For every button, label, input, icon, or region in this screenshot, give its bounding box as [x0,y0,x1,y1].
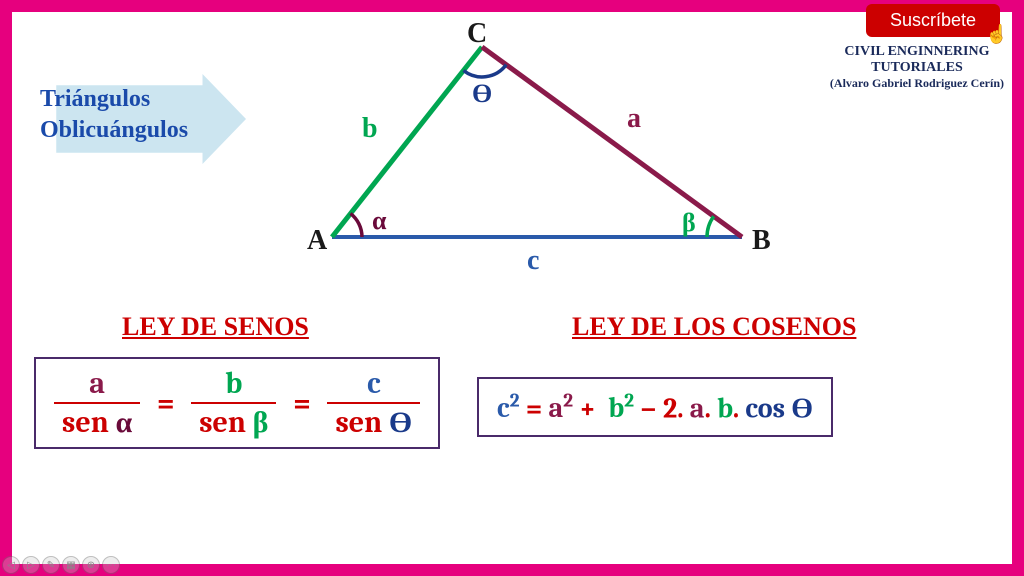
theta-cos: Ө [791,392,813,424]
nav-prev-icon[interactable]: ◁ [2,556,20,574]
b-base: b [608,392,624,424]
num-a: a [54,367,140,404]
subscribe-button[interactable]: Suscríbete [866,4,1000,37]
num-b: b [191,367,276,404]
c-term: c2 [497,392,520,424]
a-term: a2 [548,392,573,424]
b-sup: 2 [624,389,634,412]
frac-b: b sen β [191,367,276,439]
banner-line1: Triángulos [40,86,150,112]
banner-text: Triángulos Oblicuángulos [40,84,188,146]
channel-author: (Alvaro Gabriel Rodriguez Cerín) [830,76,1004,91]
channel-subtitle: TUTORIALES [830,60,1004,76]
angle-beta-label: β [682,208,696,237]
minus-cos: − [640,392,657,424]
law-of-cosines-formula: c2 = a2 + b2 − 2. a. b. cos Ө [477,377,833,437]
triangle-diagram: A B C b a c α β Ө [252,17,792,277]
nav-more-icon[interactable]: ⋯ [102,556,120,574]
senos-title: LEY DE SENOS [122,312,309,342]
cosenos-title: LEY DE LOS COSENOS [572,312,856,342]
side-c-label: c [527,245,539,276]
alpha1: α [115,405,132,440]
c-sup: 2 [510,389,520,412]
a-base: a [548,392,563,424]
channel-title: CIVIL ENGINNERING [830,44,1004,60]
nav-next-icon[interactable]: ▷ [22,556,40,574]
angle-alpha-arc [351,214,363,238]
two-cos: 2 [663,392,677,424]
side-b [332,47,482,237]
vertex-B: B [752,225,771,256]
cos-text: cos [745,392,785,424]
sen3: sen [335,405,382,440]
dot2: . [704,392,710,424]
den-c: sen Ө [327,404,420,439]
b-lin: b [717,392,733,424]
b-term: b2 [608,392,634,424]
theta1: Ө [389,405,412,440]
dot1: . [677,392,683,424]
vertex-A: A [307,225,328,256]
sen1: sen [62,405,109,440]
angle-beta-arc [707,216,714,237]
slideshow-nav: ◁ ▷ ✎ ▦ ⊕ ⋯ [2,556,120,574]
slide-frame: Suscríbete ☝️ CIVIL ENGINNERING TUTORIAL… [0,0,1024,576]
channel-info: CIVIL ENGINNERING TUTORIALES (Alvaro Gab… [830,44,1004,91]
den-a: sen α [54,404,140,439]
frac-a: a sen α [54,367,140,439]
banner-line2: Oblicuángulos [40,117,188,143]
plus-cos: + [579,392,596,424]
sen2: sen [199,405,246,440]
nav-pen-icon[interactable]: ✎ [42,556,60,574]
eq1: = [147,386,185,421]
vertex-C: C [467,18,487,49]
dot3: . [733,392,739,424]
a-sup: 2 [563,389,573,412]
frac-c: c sen Ө [327,367,420,439]
side-a [482,47,742,237]
num-c: c [327,367,420,404]
angle-theta-arc [464,65,507,77]
angle-alpha-label: α [372,206,387,235]
den-b: sen β [191,404,276,439]
beta1: β [253,405,269,440]
c-base: c [497,392,510,424]
law-of-sines-formula: a sen α = b sen β = c sen Ө [34,357,440,449]
a-lin: a [690,392,705,424]
nav-menu-icon[interactable]: ▦ [62,556,80,574]
nav-zoom-icon[interactable]: ⊕ [82,556,100,574]
side-a-label: a [627,103,641,134]
eq2: = [283,386,321,421]
side-b-label: b [362,113,378,144]
eq-cos: = [526,392,543,424]
cursor-icon: ☝️ [986,24,1008,45]
angle-theta-label: Ө [472,79,492,108]
